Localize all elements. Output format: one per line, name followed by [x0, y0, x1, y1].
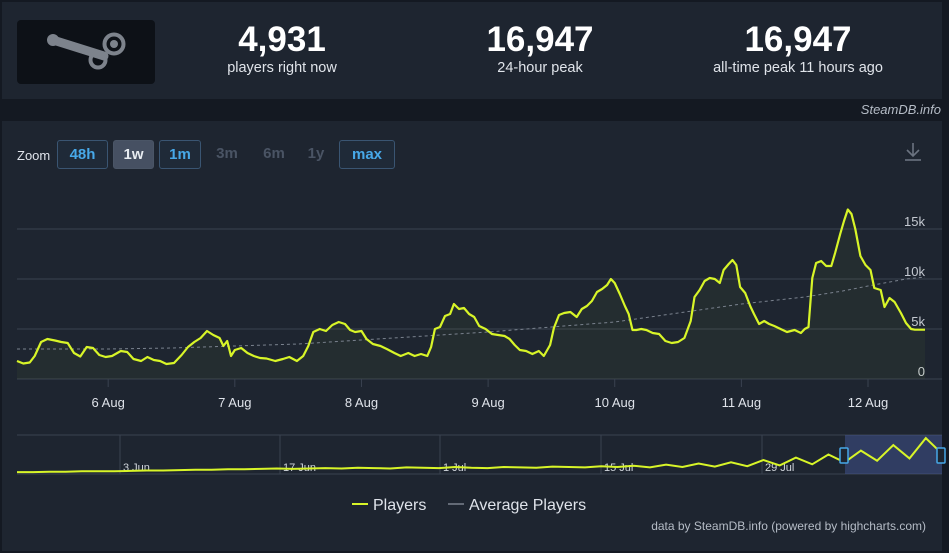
average-players-line — [17, 276, 926, 350]
zoom-button-3m[interactable]: 3m — [216, 145, 238, 162]
alltime-peak-label: all-time peak 11 hours ago — [713, 60, 883, 76]
download-icon[interactable] — [902, 141, 924, 163]
players-line — [16, 208, 925, 366]
zoom-button-1m[interactable]: 1m — [159, 140, 201, 169]
zoom-button-max[interactable]: max — [339, 140, 395, 169]
steam-logo[interactable] — [17, 20, 155, 84]
players-area — [17, 209, 925, 379]
navigator-selection — [845, 435, 942, 474]
steam-logo-icon — [47, 32, 126, 70]
alltime-peak-value: 16,947 — [744, 20, 852, 59]
current-players-label: players right now — [227, 60, 337, 76]
zoom-button-1y[interactable]: 1y — [307, 145, 325, 162]
alltime-peak-stat: 16,947 all-time peak 11 hours ago — [688, 20, 908, 76]
current-players-stat: 4,931 players right now — [172, 20, 392, 76]
legend-average-label: Average Players — [469, 497, 586, 514]
x-tick-label: 7 Aug — [218, 395, 251, 410]
steamdb-credit[interactable]: SteamDB.info — [860, 102, 941, 117]
x-tick-label: 8 Aug — [345, 395, 378, 410]
navigator-handle-right[interactable] — [936, 447, 946, 464]
y-tick-label: 5k — [911, 314, 925, 329]
zoom-label: Zoom — [17, 148, 51, 163]
chart-panel: Zoom 48h 1w 1m 3m 6m 1y max data by Stea… — [2, 121, 942, 551]
x-tick-label: 11 Aug — [722, 395, 762, 410]
peak-24h-stat: 16,947 24-hour peak — [430, 20, 650, 76]
y-tick-label: 15k — [904, 214, 925, 229]
x-tick-label: 9 Aug — [471, 395, 504, 410]
stats-header: 4,931 players right now 16,947 24-hour p… — [2, 2, 942, 99]
zoom-button-1w[interactable]: 1w — [113, 140, 154, 169]
navigator-tick-label: 3 Jun — [123, 462, 150, 474]
highcharts-credit[interactable]: data by SteamDB.info (powered by highcha… — [651, 519, 926, 533]
navigator-tick-label: 29 Jul — [765, 462, 794, 474]
zoom-button-6m[interactable]: 6m — [263, 145, 285, 162]
y-tick-label: 0 — [918, 364, 925, 379]
navigator-handle-left[interactable] — [839, 447, 849, 464]
legend-players-label: Players — [373, 497, 426, 514]
peak-24h-label: 24-hour peak — [497, 60, 583, 76]
current-players-value: 4,931 — [238, 20, 326, 59]
x-tick-label: 6 Aug — [92, 395, 125, 410]
peak-24h-value: 16,947 — [486, 20, 594, 59]
x-tick-label: 10 Aug — [594, 395, 635, 410]
navigator-line — [17, 436, 943, 474]
navigator-tick-label: 15 Jul — [604, 462, 633, 474]
x-tick-label: 12 Aug — [848, 395, 889, 410]
y-tick-label: 10k — [904, 264, 925, 279]
player-count-chart[interactable]: 0 5k 10k 15k 6 Aug 7 Aug 8 Aug 9 Aug 10 Aug 11 Au… — [0, 121, 949, 521]
zoom-button-48h[interactable]: 48h — [57, 140, 108, 169]
